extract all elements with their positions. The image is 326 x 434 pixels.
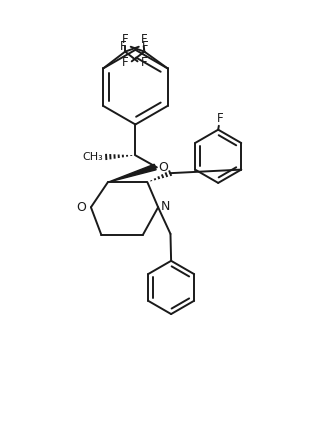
Text: N: N bbox=[161, 200, 170, 213]
Text: F: F bbox=[120, 39, 127, 53]
Polygon shape bbox=[108, 164, 156, 182]
Text: CH₃: CH₃ bbox=[83, 152, 104, 162]
Text: F: F bbox=[122, 33, 128, 46]
Text: F: F bbox=[141, 33, 147, 46]
Text: F: F bbox=[122, 56, 128, 69]
Text: F: F bbox=[142, 39, 149, 53]
Text: O: O bbox=[77, 201, 86, 214]
Text: F: F bbox=[141, 56, 147, 69]
Text: F: F bbox=[216, 112, 223, 125]
Text: O: O bbox=[158, 161, 168, 174]
